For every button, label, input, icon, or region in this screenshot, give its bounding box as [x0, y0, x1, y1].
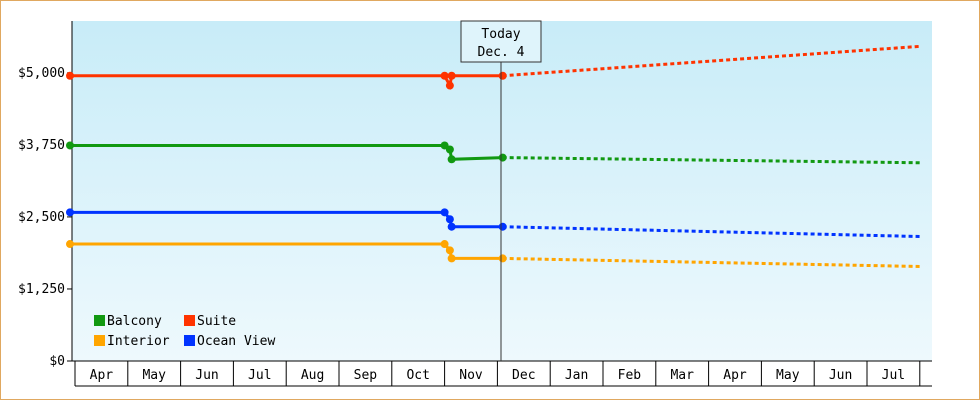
series-suite: [66, 44, 920, 91]
data-point: [447, 155, 456, 164]
data-point: [498, 71, 507, 80]
x-tick-label: Sep: [354, 368, 378, 383]
x-tick-label: Apr: [723, 368, 747, 383]
x-tick-label: Mar: [670, 368, 694, 383]
today-marker: Today Dec. 4: [460, 20, 542, 361]
x-tick-label: Aug: [301, 368, 324, 383]
x-tick-label: May: [142, 368, 166, 383]
legend-swatch: [94, 335, 105, 346]
x-tick-label: Jul: [882, 368, 905, 383]
legend-item-suite: Suite: [184, 314, 236, 329]
data-point: [447, 71, 456, 80]
legend-label: Ocean View: [197, 334, 275, 349]
y-tick-label: $2,500: [18, 210, 65, 225]
legend: Balcony Suite Interior Ocean View: [94, 314, 275, 349]
x-tick-label: Jun: [829, 368, 852, 383]
series-balcony: [66, 141, 920, 165]
legend-swatch: [184, 335, 195, 346]
data-point: [445, 81, 454, 90]
legend-label: Suite: [197, 314, 236, 329]
x-tick-label: Oct: [406, 368, 429, 383]
x-tick-label: Jan: [565, 368, 588, 383]
y-tick-label: $1,250: [18, 282, 65, 297]
data-point: [66, 141, 74, 150]
data-point: [498, 254, 507, 263]
x-tick-label: Nov: [459, 368, 483, 383]
today-date: Dec. 4: [478, 45, 525, 60]
x-tick-label: Jul: [248, 368, 271, 383]
legend-item-ocean-view: Ocean View: [184, 334, 275, 349]
x-axis: Apr May Jun Jul Aug Sep Oct Nov Dec Jan Feb Mar Apr M…: [72, 360, 932, 387]
y-tick-label: $3,750: [18, 138, 65, 153]
x-tick-label: Apr: [90, 368, 114, 383]
legend-item-balcony: Balcony: [94, 314, 162, 329]
data-point: [445, 145, 454, 154]
data-point: [66, 71, 74, 80]
legend-swatch: [94, 315, 105, 326]
data-point: [66, 240, 74, 249]
legend-item-interior: Interior: [94, 334, 170, 349]
data-point: [440, 240, 449, 249]
data-point: [440, 71, 449, 80]
data-point: [498, 222, 507, 231]
data-point: [445, 246, 454, 255]
data-point: [66, 208, 74, 217]
data-point: [445, 215, 454, 224]
data-point: [498, 153, 507, 162]
data-point: [447, 254, 456, 263]
legend-label: Balcony: [107, 314, 162, 329]
today-box: [460, 20, 542, 63]
series-layer: [66, 44, 920, 268]
y-tick-label: $0: [49, 354, 65, 369]
x-tick-label: May: [776, 368, 800, 383]
data-point: [447, 222, 456, 231]
today-label: Today: [481, 27, 520, 42]
legend-swatch: [184, 315, 195, 326]
x-tick-label: Dec: [512, 368, 535, 383]
x-tick-label: Jun: [195, 368, 218, 383]
y-tick-label: $5,000: [18, 66, 65, 81]
x-tick-label: Feb: [618, 368, 642, 383]
data-point: [440, 208, 449, 217]
y-axis: $0 $1,250 $2,500 $3,750 $5,000: [18, 21, 73, 369]
legend-label: Interior: [107, 334, 170, 349]
